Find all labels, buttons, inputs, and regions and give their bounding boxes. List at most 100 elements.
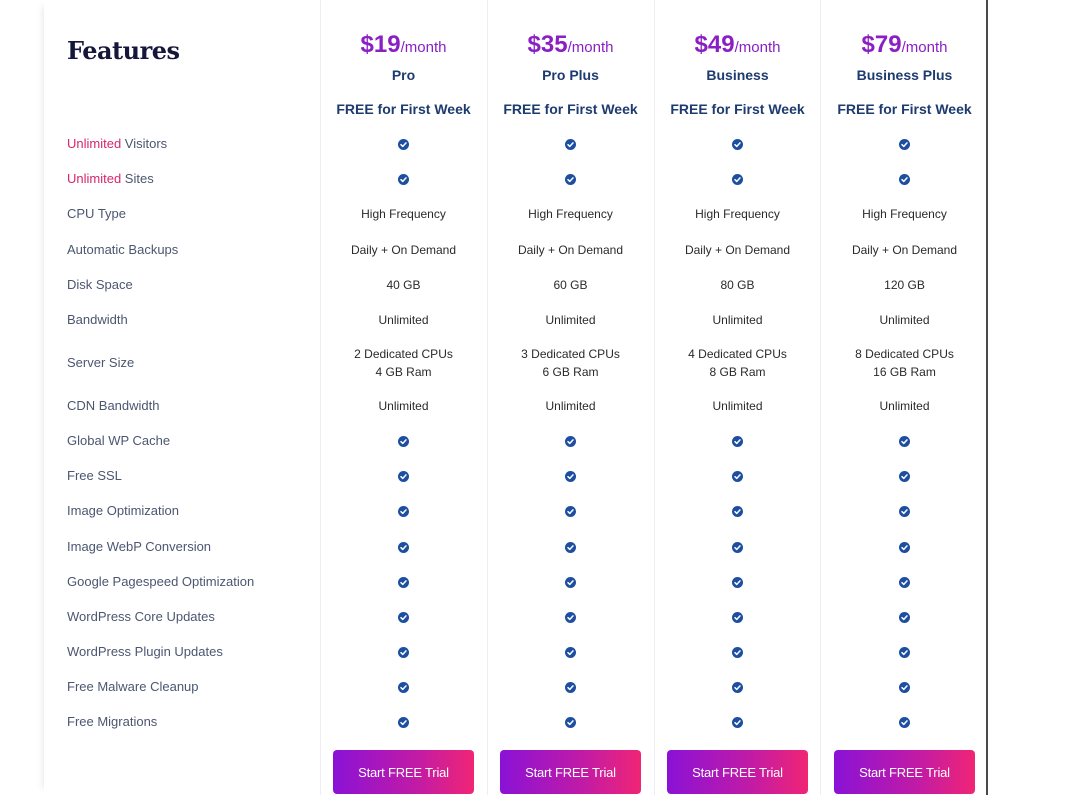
- start-free-trial-button[interactable]: Start FREE Trial: [667, 750, 808, 794]
- check-icon: [898, 541, 910, 553]
- feature-label: Free Malware Cleanup: [67, 679, 199, 694]
- start-free-trial-button[interactable]: Start FREE Trial: [834, 750, 975, 794]
- feature-value: Unlimited: [545, 313, 596, 327]
- plan-price: $79/month: [821, 30, 988, 63]
- start-free-trial-button[interactable]: Start FREE Trial: [333, 750, 474, 794]
- feature-value: Daily + On Demand: [350, 243, 457, 257]
- feature-label-text: Global WP Cache: [67, 433, 171, 448]
- feature-value-line: 6 GB Ram: [542, 365, 599, 379]
- check-icon: [564, 138, 576, 150]
- table-right-border: [986, 0, 988, 795]
- check-icon: [397, 541, 409, 553]
- free-trial-note: FREE for First Week: [503, 101, 638, 117]
- feature-value: 120 GB: [884, 278, 925, 292]
- check-icon: [898, 470, 910, 482]
- feature-label-text: Automatic Backups: [67, 242, 179, 257]
- feature-value: Daily + On Demand: [851, 243, 958, 257]
- check-icon: [564, 435, 576, 447]
- check-icon: [731, 470, 743, 482]
- feature-value: High Frequency: [528, 207, 613, 221]
- check-icon: [564, 541, 576, 553]
- feature-label: Free Migrations: [67, 714, 157, 729]
- feature-label: Free SSL: [67, 468, 122, 483]
- check-icon: [564, 646, 576, 658]
- column-divider: [487, 0, 488, 795]
- check-icon: [397, 611, 409, 623]
- feature-label: Unlimited Visitors: [67, 136, 167, 151]
- free-trial-note: FREE for First Week: [336, 101, 471, 117]
- features-heading: Features: [67, 36, 180, 65]
- pricing-table: [44, 0, 988, 795]
- check-icon: [731, 716, 743, 728]
- check-icon: [731, 435, 743, 447]
- feature-label-text: Free Malware Cleanup: [67, 679, 199, 694]
- check-icon: [898, 576, 910, 588]
- plan-name: Pro: [391, 67, 416, 83]
- check-icon: [397, 576, 409, 588]
- feature-value: 80 GB: [720, 278, 755, 292]
- check-icon: [731, 646, 743, 658]
- feature-value: High Frequency: [361, 207, 446, 221]
- feature-label-text: Image WebP Conversion: [67, 539, 212, 554]
- feature-label-text: Google Pagespeed Optimization: [67, 574, 255, 589]
- check-icon: [898, 716, 910, 728]
- price-amount: $35: [527, 31, 568, 58]
- feature-value: 8 Dedicated CPUs 16 GB Ram: [821, 345, 988, 381]
- feature-label-text: WordPress Plugin Updates: [67, 644, 223, 659]
- feature-label-text: CPU Type: [67, 206, 127, 221]
- feature-label-text: Bandwidth: [67, 312, 128, 327]
- feature-value: Unlimited: [879, 399, 930, 413]
- check-icon: [898, 681, 910, 693]
- plan-name: Business: [706, 67, 769, 83]
- start-free-trial-button[interactable]: Start FREE Trial: [500, 750, 641, 794]
- feature-label: CPU Type: [67, 206, 126, 221]
- plan-header: $79/month Business Plus: [821, 30, 988, 83]
- check-icon: [898, 173, 910, 185]
- feature-value: Daily + On Demand: [684, 243, 791, 257]
- plan-header: $19/month Pro: [320, 30, 487, 83]
- feature-value: Unlimited: [879, 313, 930, 327]
- plan-price: $49/month: [654, 30, 821, 63]
- feature-value: Unlimited: [712, 399, 763, 413]
- feature-value-line: 4 GB Ram: [375, 365, 432, 379]
- check-icon: [731, 681, 743, 693]
- feature-label-text: Disk Space: [67, 277, 133, 292]
- feature-label-text: Free SSL: [67, 468, 122, 483]
- check-icon: [564, 716, 576, 728]
- check-icon: [898, 138, 910, 150]
- plan-price: $19/month: [320, 30, 487, 63]
- check-icon: [731, 541, 743, 553]
- feature-label: Image WebP Conversion: [67, 539, 211, 554]
- feature-value: Unlimited: [378, 399, 429, 413]
- feature-value: 3 Dedicated CPUs 6 GB Ram: [487, 345, 654, 381]
- check-icon: [564, 576, 576, 588]
- check-icon: [397, 646, 409, 658]
- check-icon: [731, 611, 743, 623]
- feature-highlight: Unlimited: [67, 136, 122, 151]
- feature-value: Unlimited: [712, 313, 763, 327]
- feature-value: Unlimited: [378, 313, 429, 327]
- plan-header: $49/month Business: [654, 30, 821, 83]
- check-icon: [731, 576, 743, 588]
- price-amount: $49: [694, 31, 735, 58]
- free-trial-note: FREE for First Week: [670, 101, 805, 117]
- check-icon: [898, 646, 910, 658]
- price-period: /month: [567, 39, 614, 56]
- check-icon: [564, 681, 576, 693]
- plan-name: Business Plus: [856, 67, 953, 83]
- feature-value-line: 3 Dedicated CPUs: [521, 347, 620, 361]
- feature-value: 60 GB: [553, 278, 588, 292]
- feature-label: Google Pagespeed Optimization: [67, 574, 254, 589]
- feature-label: CDN Bandwidth: [67, 398, 160, 413]
- plan-name: Pro Plus: [542, 67, 599, 83]
- feature-value: Unlimited: [545, 399, 596, 413]
- feature-label: Automatic Backups: [67, 242, 178, 257]
- feature-label: WordPress Plugin Updates: [67, 644, 223, 659]
- price-amount: $19: [360, 31, 401, 58]
- feature-label: Server Size: [67, 355, 134, 370]
- feature-value-line: 16 GB Ram: [873, 365, 936, 379]
- feature-value-line: 2 Dedicated CPUs: [354, 347, 453, 361]
- feature-value: Daily + On Demand: [517, 243, 624, 257]
- check-icon: [898, 435, 910, 447]
- feature-label-text: Sites: [121, 171, 154, 186]
